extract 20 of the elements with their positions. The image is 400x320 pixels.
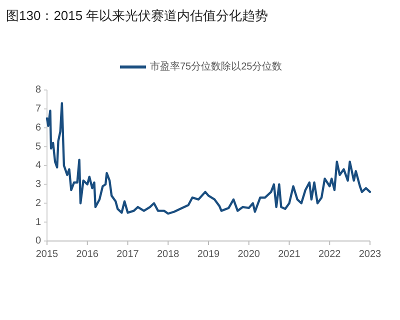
- y-tick-label: 2: [35, 198, 42, 209]
- x-tick-label: 2021: [278, 249, 301, 260]
- y-tick-label: 4: [35, 160, 42, 172]
- y-tick-label: 3: [35, 179, 42, 190]
- x-tick-label: 2015: [36, 249, 59, 260]
- y-tick-label: 5: [35, 141, 42, 152]
- x-tick-label: 2020: [238, 249, 260, 260]
- x-tick-label: 2022: [318, 249, 342, 260]
- x-tick-label: 2018: [157, 249, 180, 260]
- chart-title: 图130：2015 年以来光伏赛道内估值分化趋势: [6, 8, 268, 23]
- x-tick-label: 2017: [116, 249, 140, 260]
- y-tick-label: 7: [35, 104, 42, 115]
- y-tick-label: 6: [35, 122, 42, 134]
- y-tick-label: 1: [35, 216, 42, 228]
- x-tick-label: 2019: [197, 249, 220, 260]
- legend-label: 市盈率75分位数除以25分位数: [150, 60, 282, 73]
- y-tick-label: 0: [35, 236, 42, 247]
- x-tick-label: 2016: [76, 249, 99, 260]
- y-tick-label: 8: [35, 84, 42, 96]
- x-tick-label: 2023: [358, 249, 382, 260]
